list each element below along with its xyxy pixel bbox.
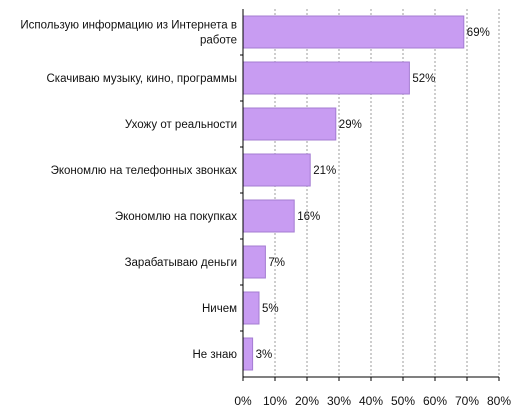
value-label: 21% <box>313 165 336 177</box>
category-label: работе <box>200 35 237 47</box>
value-label: 29% <box>339 119 362 131</box>
x-tick-label: 10% <box>263 394 287 408</box>
value-label: 69% <box>467 27 490 39</box>
value-label: 5% <box>262 303 279 315</box>
x-tick-label: 50% <box>391 394 415 408</box>
category-label: Зарабатываю деньги <box>125 257 237 269</box>
value-label: 3% <box>256 349 273 361</box>
bar <box>242 245 266 279</box>
value-label: 7% <box>268 257 285 269</box>
x-tick-label: 80% <box>487 394 511 408</box>
bar <box>242 15 465 49</box>
x-tick-label: 70% <box>455 394 479 408</box>
bar <box>242 291 260 325</box>
labels: 69% Использую информацию из Интернета в ра… <box>20 20 511 409</box>
bar <box>242 199 295 233</box>
category-label: Экономлю на покупках <box>115 211 237 223</box>
x-tick-label: 40% <box>359 394 383 408</box>
category-label: Ухожу от реальности <box>125 119 237 131</box>
value-label: 52% <box>412 73 435 85</box>
category-label: Экономлю на телефонных звонках <box>51 165 238 177</box>
category-label: Ничем <box>202 303 237 315</box>
category-label: Скачиваю музыку, кино, программы <box>47 73 238 85</box>
bars <box>242 15 465 371</box>
bar <box>242 153 311 187</box>
category-label: Не знаю <box>192 349 237 361</box>
bar <box>242 61 410 95</box>
x-tick-label: 60% <box>423 394 447 408</box>
axes <box>240 9 500 381</box>
category-label: Использую информацию из Интернета в <box>20 20 237 32</box>
value-label: 16% <box>297 211 320 223</box>
bar <box>242 337 254 371</box>
x-tick-label: 0% <box>234 394 252 408</box>
x-tick-label: 30% <box>327 394 351 408</box>
bar <box>242 107 337 141</box>
x-tick-label: 20% <box>295 394 319 408</box>
